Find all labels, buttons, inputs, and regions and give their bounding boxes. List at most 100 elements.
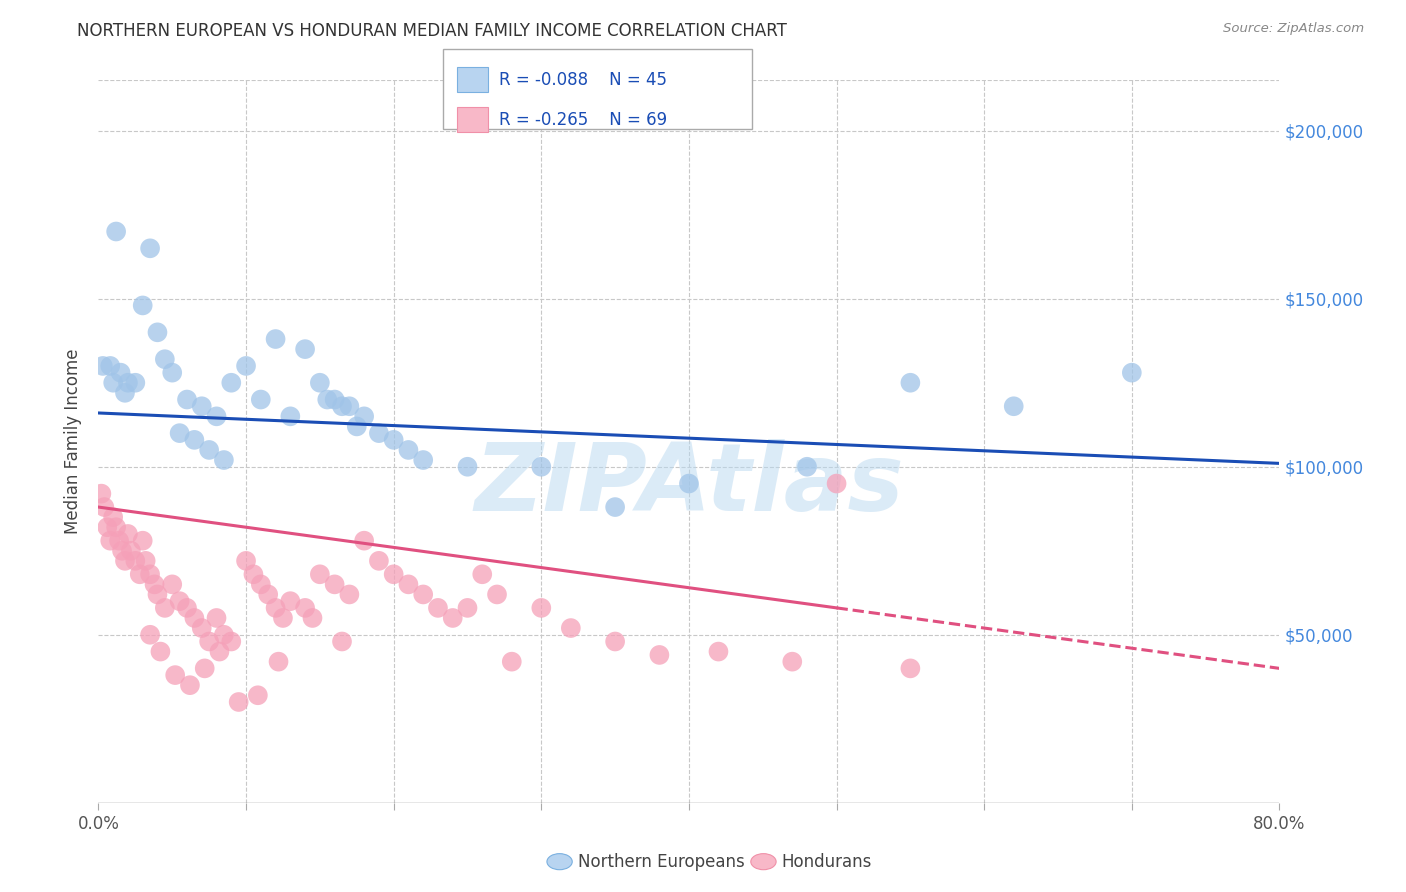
- Point: [143, 577, 166, 591]
- Point: [124, 554, 146, 568]
- Point: [183, 611, 205, 625]
- Point: [257, 587, 280, 601]
- Point: [117, 376, 139, 390]
- Point: [441, 611, 464, 625]
- Point: [128, 567, 150, 582]
- Point: [169, 426, 191, 441]
- Point: [412, 453, 434, 467]
- Point: [105, 225, 128, 239]
- Point: [235, 554, 257, 568]
- Point: [111, 543, 134, 558]
- Point: [105, 520, 128, 534]
- Point: [162, 577, 183, 591]
- Point: [198, 442, 221, 457]
- Point: [323, 392, 346, 407]
- Point: [176, 600, 198, 615]
- Point: [110, 366, 132, 380]
- Point: [139, 241, 162, 255]
- Point: [165, 668, 187, 682]
- Point: [146, 587, 169, 601]
- Point: [339, 399, 361, 413]
- Text: NORTHERN EUROPEAN VS HONDURAN MEDIAN FAMILY INCOME CORRELATION CHART: NORTHERN EUROPEAN VS HONDURAN MEDIAN FAM…: [77, 22, 787, 40]
- Point: [221, 376, 243, 390]
- Point: [221, 634, 243, 648]
- Point: [132, 298, 155, 312]
- Point: [250, 577, 273, 591]
- Point: [707, 644, 730, 658]
- Point: [212, 453, 235, 467]
- Point: [309, 567, 332, 582]
- Point: [98, 359, 121, 373]
- Point: [368, 426, 391, 441]
- Point: [280, 409, 302, 424]
- Point: [103, 510, 125, 524]
- Point: [280, 594, 302, 608]
- Point: [782, 655, 804, 669]
- Point: [398, 442, 420, 457]
- Point: [205, 611, 228, 625]
- Point: [108, 533, 131, 548]
- Point: [93, 500, 115, 514]
- Point: [1121, 366, 1143, 380]
- Point: [96, 520, 118, 534]
- Point: [264, 600, 287, 615]
- Point: [267, 655, 290, 669]
- Point: [212, 628, 235, 642]
- Point: [91, 359, 114, 373]
- Point: [353, 533, 375, 548]
- Point: [309, 376, 332, 390]
- Point: [194, 661, 217, 675]
- Point: [900, 661, 922, 675]
- Point: [153, 352, 176, 367]
- Point: [271, 611, 294, 625]
- Text: ZIPAtlas: ZIPAtlas: [474, 439, 904, 531]
- Point: [398, 577, 420, 591]
- Point: [103, 376, 125, 390]
- Point: [825, 476, 848, 491]
- Point: [471, 567, 494, 582]
- Point: [457, 600, 479, 615]
- Point: [179, 678, 201, 692]
- Point: [900, 376, 922, 390]
- Point: [457, 459, 479, 474]
- Point: [339, 587, 361, 601]
- Point: [560, 621, 582, 635]
- Point: [796, 459, 818, 474]
- Point: [382, 567, 405, 582]
- Point: [198, 634, 221, 648]
- Point: [323, 577, 346, 591]
- Point: [250, 392, 273, 407]
- Point: [242, 567, 264, 582]
- Point: [678, 476, 700, 491]
- Point: [98, 533, 121, 548]
- Point: [176, 392, 198, 407]
- Point: [124, 376, 146, 390]
- Point: [191, 621, 214, 635]
- Point: [191, 399, 214, 413]
- Text: Hondurans: Hondurans: [782, 853, 872, 871]
- Point: [330, 399, 353, 413]
- Point: [264, 332, 287, 346]
- Point: [412, 587, 434, 601]
- Point: [316, 392, 339, 407]
- Point: [346, 419, 368, 434]
- Point: [183, 433, 205, 447]
- Point: [132, 533, 155, 548]
- Point: [294, 600, 316, 615]
- Text: Source: ZipAtlas.com: Source: ZipAtlas.com: [1223, 22, 1364, 36]
- Point: [301, 611, 323, 625]
- Point: [149, 644, 172, 658]
- Point: [235, 359, 257, 373]
- Point: [427, 600, 450, 615]
- Point: [153, 600, 176, 615]
- Point: [90, 486, 112, 500]
- Point: [368, 554, 391, 568]
- Point: [146, 326, 169, 340]
- Point: [294, 342, 316, 356]
- Point: [486, 587, 509, 601]
- Point: [208, 644, 231, 658]
- Point: [605, 500, 627, 514]
- Point: [114, 554, 136, 568]
- Point: [530, 600, 553, 615]
- Point: [246, 688, 269, 702]
